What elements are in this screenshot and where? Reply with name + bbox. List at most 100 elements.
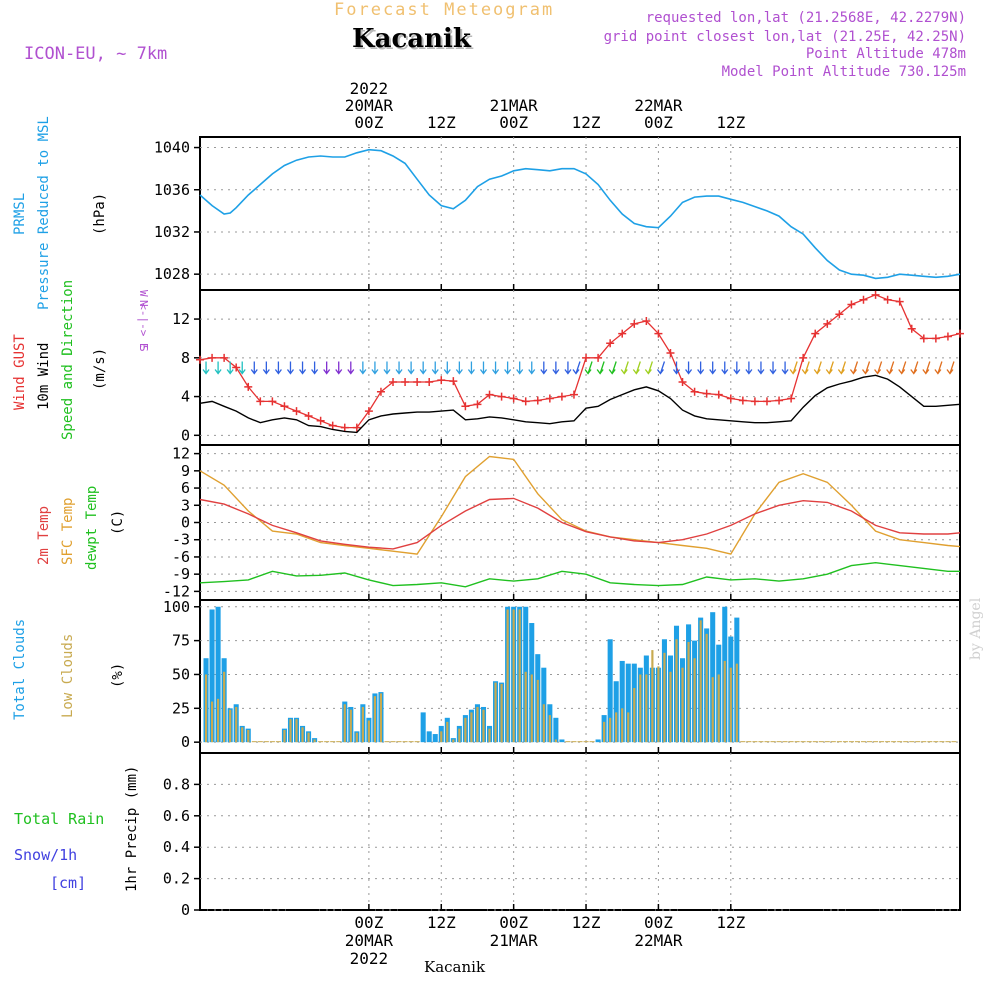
wind-direction-arrow (910, 361, 919, 375)
gust-marker (823, 319, 832, 328)
ytick-label-0-0: 1028 (154, 265, 190, 283)
total-cloud-bar (619, 660, 625, 743)
gust-marker (582, 353, 591, 362)
gust-marker (895, 297, 904, 306)
low-cloud-bar (723, 660, 726, 743)
low-cloud-bar (729, 667, 732, 743)
low-cloud-bar (440, 731, 443, 743)
wind-direction-arrow (898, 361, 907, 375)
cloud-zero-bar (758, 741, 764, 743)
wind-direction-arrow (672, 361, 681, 375)
low-cloud-bar (554, 739, 557, 743)
wind-direction-arrow (874, 361, 883, 375)
bottom-time-label-0-2: 2022 (350, 949, 389, 968)
gust-marker (714, 390, 723, 399)
ytick-label-4-3: 0.6 (163, 807, 190, 825)
cloud-zero-bar (824, 741, 830, 743)
ytick-label-4-4: 0.8 (163, 775, 190, 793)
cloud-zero-bar (269, 741, 275, 743)
compass-s: S (137, 345, 150, 352)
top-time-label-5-0: 12Z (716, 113, 745, 132)
wind-direction-arrow (946, 361, 955, 375)
top-time-label-0-0: 2022 (350, 79, 389, 98)
low-cloud-bar (476, 706, 479, 743)
gust-marker (726, 394, 735, 403)
gust-marker (328, 421, 337, 430)
wind-direction-arrow (721, 361, 729, 375)
gust-marker (485, 390, 494, 399)
wind-direction-arrow (757, 361, 765, 375)
top-time-label-0-2: 00Z (354, 113, 383, 132)
cloud-zero-bar (257, 741, 263, 743)
gust-marker (702, 389, 711, 398)
wind-direction-arrow (250, 361, 258, 375)
low-cloud-bar (663, 652, 666, 743)
wind-direction-arrow (733, 361, 741, 375)
clouds-unit: (%) (110, 663, 126, 688)
cloud-zero-bar (812, 741, 818, 743)
gust-marker (787, 394, 796, 403)
ytick-label-3-4: 100 (163, 598, 190, 616)
wind-direction-arrow (789, 361, 798, 375)
low-clouds-label: Low Clouds (60, 634, 76, 718)
wind-line (199, 374, 961, 434)
gust-marker (304, 411, 313, 420)
total-cloud-bar (215, 606, 221, 743)
wind-direction-arrow (922, 361, 931, 375)
cloud-zero-bar (854, 741, 860, 743)
low-cloud-bar (235, 706, 238, 743)
gust-marker (594, 353, 603, 362)
cloud-zero-bar (891, 741, 897, 743)
wind-direction-arrow (431, 361, 439, 375)
ytick-label-3-3: 75 (172, 632, 190, 650)
cloud-zero-bar (589, 741, 595, 743)
cloud-zero-bar (806, 741, 812, 743)
wind-direction-arrow (299, 361, 307, 375)
wind-direction-arrow (632, 361, 641, 375)
wind-direction-arrow (769, 361, 777, 375)
cloud-zero-bar (939, 741, 945, 743)
wind-direction-arrow (407, 361, 415, 375)
low-cloud-bar (717, 674, 720, 743)
bottom-time-label-0-1: 20MAR (345, 931, 394, 950)
cloud-zero-bar (390, 741, 396, 743)
cloud-zero-bar (414, 741, 420, 743)
t2m-line (199, 497, 961, 550)
wind-direction-arrow (492, 361, 500, 375)
low-cloud-bar (651, 650, 654, 743)
low-cloud-bar (609, 717, 612, 743)
ytick-label-3-2: 50 (172, 665, 190, 683)
top-time-label-2-0: 21MAR (490, 96, 539, 115)
ytick-label-2-4: 0 (181, 514, 190, 532)
gust-marker (292, 407, 301, 416)
cloud-zero-bar (251, 741, 257, 743)
low-cloud-bar (657, 666, 660, 743)
gust-marker (907, 324, 916, 333)
low-cloud-bar (289, 719, 292, 743)
low-cloud-bar (367, 720, 370, 743)
gust-marker (847, 300, 856, 309)
ytick-label-1-0: 0 (181, 426, 190, 444)
low-cloud-bar (687, 641, 690, 743)
wind-direction-arrow (395, 361, 403, 375)
low-cloud-bar (645, 674, 648, 743)
cloud-zero-bar (336, 741, 342, 743)
gust-marker (835, 310, 844, 319)
wind-direction-arrow (419, 361, 427, 375)
cloud-zero-bar (879, 741, 885, 743)
wind-direction-arrow (383, 361, 391, 375)
ytick-label-0-2: 1036 (154, 181, 190, 199)
low-cloud-bar (355, 732, 358, 743)
ytick-label-1-3: 12 (172, 310, 190, 328)
ytick-label-2-7: 9 (181, 462, 190, 480)
low-cloud-bar (223, 671, 226, 743)
cloud-zero-bar (915, 741, 921, 743)
low-cloud-bar (542, 704, 545, 743)
ytick-label-0-1: 1032 (154, 223, 190, 241)
ytick-label-4-0: 0 (181, 901, 190, 919)
low-cloud-bar (488, 728, 491, 743)
low-cloud-bar (693, 658, 696, 743)
wind-direction-arrow (656, 361, 666, 375)
dewpt-label: dewpt Temp (84, 486, 100, 570)
gust-marker (956, 329, 964, 338)
